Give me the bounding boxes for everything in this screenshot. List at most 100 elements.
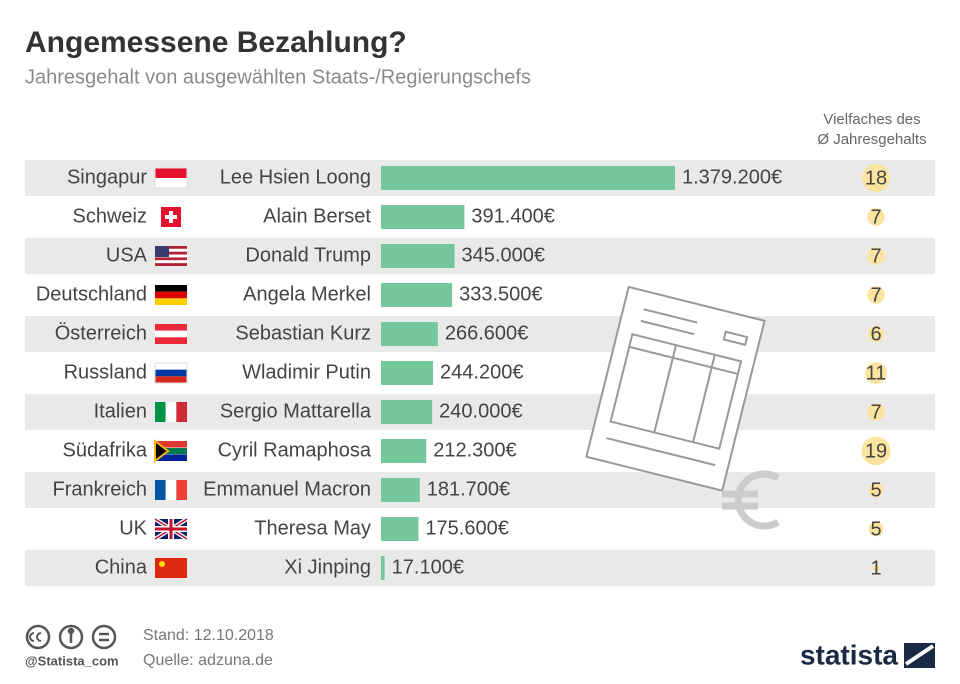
flag-part <box>155 558 187 578</box>
multiple-label: 7 <box>870 401 881 423</box>
country-label: USA <box>106 244 148 266</box>
flag-part <box>155 254 187 258</box>
country-label: Schweiz <box>73 205 147 227</box>
bar <box>381 556 385 580</box>
leader-label: Alain Berset <box>263 205 371 227</box>
license-icons <box>25 624 117 650</box>
country-label: Russland <box>64 361 147 383</box>
leader-label: Theresa May <box>254 517 371 539</box>
flag-part <box>155 369 187 377</box>
flag-part <box>176 480 187 500</box>
flag-part <box>155 330 187 338</box>
bar <box>381 439 427 463</box>
flag-part <box>155 246 169 257</box>
country-label: Österreich <box>55 322 147 344</box>
multiple-label: 5 <box>870 518 881 540</box>
multiple-bubble <box>867 247 885 265</box>
flag-part <box>155 441 187 448</box>
multiple-bubble <box>865 362 887 384</box>
country-label: Frankreich <box>53 478 147 500</box>
multiple-label: 7 <box>870 245 881 267</box>
bar <box>381 478 420 502</box>
flag <box>153 517 189 541</box>
multiples-title: Ø Jahresgehalts <box>817 131 926 148</box>
footer-handle: @Statista_com <box>25 653 119 668</box>
multiples-title: Vielfaches des <box>823 111 920 128</box>
country-label: UK <box>119 517 147 539</box>
value-label: 333.500€ <box>459 283 542 305</box>
flag-part <box>155 527 187 531</box>
flag-part <box>155 324 187 331</box>
leader-label: Emmanuel Macron <box>203 478 371 500</box>
value-label: 391.400€ <box>471 205 554 227</box>
bar <box>381 244 455 268</box>
value-label: 181.700€ <box>427 478 510 500</box>
flag <box>155 480 187 500</box>
flag-part <box>155 337 187 344</box>
multiple-bubble <box>867 403 885 421</box>
multiple-bubble <box>867 325 885 343</box>
leader-label: Donald Trump <box>245 244 371 266</box>
flag-part <box>155 246 187 249</box>
flag-part <box>154 438 170 464</box>
leader-label: Lee Hsien Loong <box>220 166 371 188</box>
multiple-label: 19 <box>865 440 887 462</box>
multiple-bubble <box>868 521 884 537</box>
multiple-label: 18 <box>865 167 887 189</box>
multiple-bubble <box>867 208 885 226</box>
leader-label: Angela Merkel <box>243 283 371 305</box>
flag-part <box>165 480 177 500</box>
flag-part <box>155 298 187 305</box>
multiple-bubble <box>872 564 880 572</box>
flag-part <box>165 215 177 219</box>
country-label: Singapur <box>67 166 147 188</box>
country-label: China <box>95 556 148 578</box>
country-label: Deutschland <box>36 283 147 305</box>
flag-part <box>155 402 166 422</box>
invoice-icon <box>585 285 766 492</box>
flag-part <box>155 454 187 461</box>
value-label: 212.300€ <box>433 439 516 461</box>
multiple-label: 7 <box>870 206 881 228</box>
flag <box>155 558 187 578</box>
brand-logo: statista <box>800 639 898 670</box>
bar <box>381 205 465 229</box>
multiple-label: 6 <box>870 323 881 345</box>
multiple-label: 1 <box>870 557 881 579</box>
flag <box>155 285 187 305</box>
bar <box>381 517 419 541</box>
flag <box>154 167 188 189</box>
chart-title: Angemessene Bezahlung? <box>25 26 407 59</box>
bar <box>381 361 434 385</box>
leader-label: Cyril Ramaphosa <box>218 439 372 461</box>
brand-mark <box>904 643 935 668</box>
flag-part <box>155 448 187 454</box>
rows: Singapur Lee Hsien Loong 1.379.200€ 18 Schwe… <box>25 160 935 586</box>
flag-part <box>155 260 187 264</box>
multiple-label: 5 <box>870 479 881 501</box>
country-label: Südafrika <box>63 439 148 461</box>
flag-part <box>155 257 187 261</box>
flag-part <box>165 402 177 422</box>
flag-part <box>155 363 187 370</box>
chart-subtitle: Jahresgehalt von ausgewählten Staats-/Re… <box>25 66 531 88</box>
multiple-label: 11 <box>866 362 887 384</box>
flag-part <box>155 248 187 252</box>
flag <box>155 246 187 266</box>
bar <box>381 166 675 190</box>
country-label: Italien <box>94 400 147 422</box>
multiple-bubble <box>861 436 891 466</box>
flag-part <box>155 251 187 255</box>
flag <box>154 362 188 384</box>
footer-date: Stand: 12.10.2018 <box>143 627 274 644</box>
flag-part <box>159 561 165 567</box>
flag-part <box>155 291 187 299</box>
bar <box>381 400 433 424</box>
flag-part <box>155 263 187 266</box>
leader-label: Wladimir Putin <box>242 361 371 383</box>
bar <box>381 322 438 346</box>
flag-part <box>154 362 188 384</box>
multiple-label: 7 <box>870 284 881 306</box>
flag <box>154 438 187 464</box>
